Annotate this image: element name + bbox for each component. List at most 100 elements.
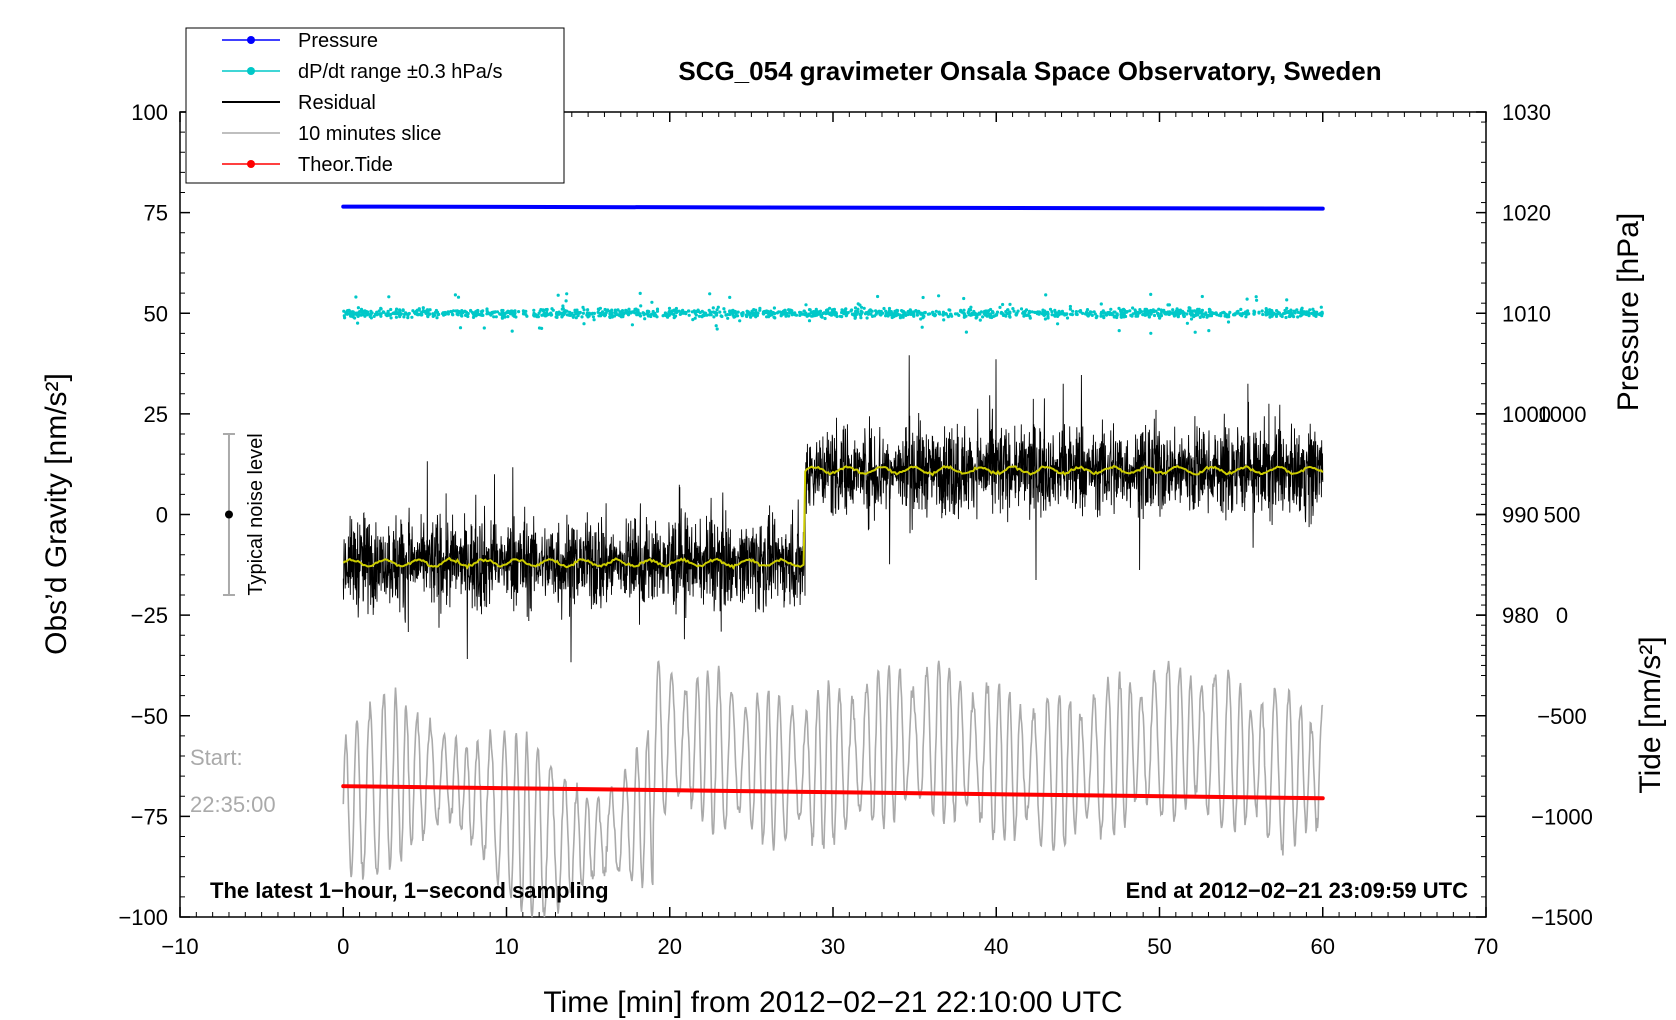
dpdt-point [1254, 295, 1258, 299]
dpdt-point [896, 309, 900, 313]
dpdt-point [415, 308, 419, 312]
dpdt-point [565, 292, 569, 296]
dpdt-point [1163, 312, 1168, 316]
dpdt-point [635, 313, 639, 317]
dpdt-point [398, 315, 402, 319]
dpdt-point [1130, 314, 1134, 318]
dpdt-point [532, 313, 536, 317]
dpdt-point [346, 309, 350, 313]
dpdt-point [687, 313, 691, 317]
dpdt-point [387, 295, 391, 299]
dpdt-point [707, 313, 712, 317]
dpdt-point [1149, 331, 1153, 335]
dpdt-point [874, 309, 878, 313]
dpdt-point [1139, 310, 1144, 314]
dpdt-point [1284, 315, 1288, 320]
dpdt-point [1210, 312, 1214, 316]
dpdt-point [1232, 313, 1236, 317]
dpdt-point [818, 309, 823, 313]
y-tick-label: −100 [118, 905, 168, 930]
dpdt-point [830, 308, 835, 312]
dpdt-point [348, 310, 352, 314]
dpdt-point [783, 308, 787, 312]
dpdt-point [582, 308, 586, 312]
dpdt-point [1054, 311, 1058, 315]
dpdt-point [1160, 309, 1164, 313]
dpdt-point [1149, 292, 1153, 296]
dpdt-point [922, 314, 926, 318]
dpdt-point [506, 315, 510, 319]
dpdt-point [410, 315, 414, 319]
dpdt-point [608, 309, 612, 314]
dpdt-point [501, 313, 505, 317]
dpdt-point [856, 302, 860, 306]
dpdt-point [1252, 312, 1256, 316]
dpdt-point [1217, 313, 1221, 317]
dpdt-point [681, 308, 685, 312]
dpdt-point [667, 309, 672, 313]
dpdt-point [947, 308, 951, 312]
dpdt-point [356, 311, 360, 315]
dpdt-point [762, 309, 767, 314]
dpdt-point [906, 309, 910, 314]
dpdt-point [434, 308, 438, 313]
dpdt-point [580, 315, 584, 319]
bottom-right-annotation: End at 2012−02−21 23:09:59 UTC [1126, 878, 1469, 903]
dpdt-point [1319, 305, 1323, 309]
dpdt-point [514, 315, 518, 319]
dpdt-point [960, 310, 964, 314]
pressure-tick-label: 1030 [1502, 100, 1551, 125]
dpdt-point [942, 318, 946, 322]
dpdt-point [620, 314, 624, 318]
y-axis-label-left: Obs’d Gravity [nm/s²] [40, 373, 73, 655]
dpdt-point [1093, 312, 1097, 316]
dpdt-point [854, 309, 858, 313]
dpdt-point [614, 312, 618, 316]
dpdt-point [911, 313, 915, 317]
dpdt-point [1255, 298, 1259, 302]
residual-mean-line [342, 464, 1324, 570]
dpdt-point [1068, 304, 1072, 309]
dpdt-point [629, 310, 634, 315]
dpdt-point [882, 306, 886, 311]
dpdt-point [745, 314, 749, 319]
dpdt-point [482, 326, 486, 330]
dpdt-point [714, 324, 718, 328]
dpdt-point [603, 313, 608, 317]
y-tick-label: 75 [144, 201, 168, 226]
x-tick-label: −10 [161, 934, 198, 959]
dpdt-point [962, 312, 966, 316]
dpdt-point [761, 312, 766, 316]
dpdt-point [915, 311, 920, 315]
dpdt-point [773, 316, 777, 320]
dpdt-point [804, 303, 808, 307]
dpdt-point [342, 309, 346, 313]
dpdt-point [1022, 314, 1026, 318]
dpdt-point [636, 308, 640, 312]
dpdt-point [1268, 310, 1272, 315]
dpdt-point [643, 317, 647, 321]
dpdt-point [812, 311, 816, 315]
dpdt-point [450, 312, 455, 316]
dpdt-point [1157, 307, 1161, 311]
theor-tide-line [341, 784, 1325, 801]
dpdt-point [985, 314, 989, 318]
dpdt-point [1257, 310, 1261, 314]
dpdt-point [592, 318, 596, 322]
y-axis-label-pressure: Pressure [hPa] [1612, 213, 1645, 411]
residual-line [342, 355, 1324, 663]
dpdt-point [823, 316, 827, 321]
dpdt-point [1276, 312, 1280, 316]
dpdt-point [1182, 314, 1186, 319]
dpdt-point [1203, 312, 1207, 316]
dpdt-point [788, 311, 792, 315]
dpdt-point [747, 311, 751, 315]
dpdt-point [889, 311, 894, 316]
dpdt-point [456, 295, 461, 299]
y-tick-label: −75 [131, 804, 168, 829]
dpdt-point [937, 311, 941, 315]
dpdt-point [715, 327, 719, 331]
dpdt-point [404, 311, 408, 315]
dpdt-point [899, 314, 904, 318]
dpdt-point [1122, 308, 1126, 312]
